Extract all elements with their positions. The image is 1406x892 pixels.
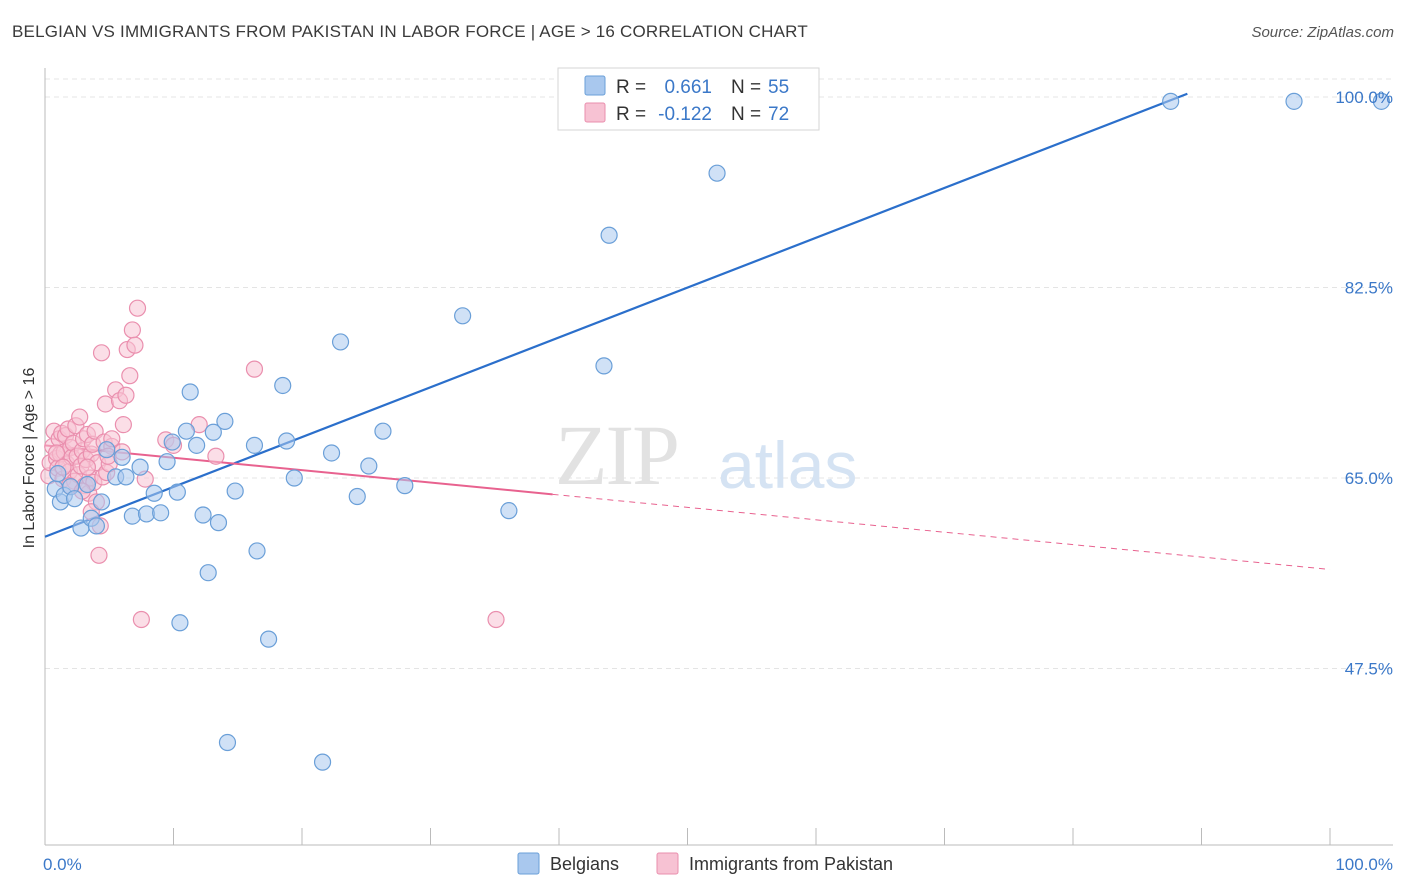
belgians-point <box>374 422 392 440</box>
pakistan-point <box>132 610 150 629</box>
pakistan-point <box>121 367 139 385</box>
belgians-point <box>117 468 135 486</box>
legend-label-pakistan: Immigrants from Pakistan <box>689 854 893 874</box>
belgians-point <box>313 753 332 771</box>
belgians-point <box>181 383 199 401</box>
belgians-point <box>595 357 613 375</box>
pakistan-point <box>90 546 108 564</box>
belgians-point <box>168 483 186 501</box>
belgians-point <box>204 423 222 441</box>
pakistan-point <box>487 610 505 629</box>
belgians-point <box>285 469 303 487</box>
belgians-point <box>209 514 228 532</box>
belgians-point <box>277 432 296 450</box>
chart-source: Source: ZipAtlas.com <box>1251 24 1394 41</box>
belgians-point <box>331 333 350 351</box>
chart-title: BELGIAN VS IMMIGRANTS FROM PAKISTAN IN L… <box>12 22 808 41</box>
stats-legend-swatch-pakistan <box>584 102 606 123</box>
belgians-point <box>396 477 414 495</box>
belgians-point <box>171 614 189 632</box>
belgians-point <box>123 507 141 525</box>
belgians-point <box>177 422 195 440</box>
y-tick-label: 47.5% <box>1345 660 1393 679</box>
stats-n-label-belgians: N = <box>731 77 761 98</box>
belgians-point <box>600 226 618 244</box>
x-tick-label: 100.0% <box>1335 855 1393 874</box>
grid <box>44 78 1393 845</box>
belgians-point <box>152 504 170 522</box>
y-tick-label: 82.5% <box>1345 279 1393 298</box>
belgians-point <box>199 564 217 582</box>
pakistan-point <box>78 458 97 476</box>
pakistan-point <box>71 408 89 426</box>
stats-n-value-pakistan: 72 <box>768 104 789 125</box>
stats-n-value-belgians: 55 <box>768 77 789 98</box>
belgians-point <box>113 448 131 466</box>
belgians-point <box>92 493 111 511</box>
watermark-atlas: atlas <box>718 428 857 502</box>
belgians-point <box>65 490 84 508</box>
pakistan-point <box>207 447 225 465</box>
belgians-point <box>245 436 264 454</box>
belgians-point <box>145 484 163 502</box>
y-tick-label: 65.0% <box>1345 469 1393 488</box>
series-pakistan-points <box>40 299 505 629</box>
pakistan-point <box>96 395 114 413</box>
belgians-point <box>1372 92 1391 110</box>
watermark-zip: ZIP <box>555 407 678 503</box>
tick-labels: 47.5% 65.0% 82.5% 100.0% 0.0% 100.0% <box>43 88 1393 874</box>
pakistan-point <box>47 444 66 462</box>
belgians-point <box>259 630 278 648</box>
belgians-point <box>500 502 518 520</box>
belgians-point <box>216 412 234 430</box>
stats-r-value-pakistan: -0.122 <box>658 104 712 125</box>
belgians-point <box>98 441 116 459</box>
belgians-point <box>49 465 67 483</box>
belgians-point <box>163 433 181 451</box>
belgians-point <box>274 376 292 395</box>
pakistan-point <box>92 344 111 362</box>
belgians-point <box>248 542 266 560</box>
pakistan-point <box>128 299 147 317</box>
y-axis-title: In Labor Force | Age > 16 <box>21 368 38 549</box>
belgians-point <box>1162 92 1180 110</box>
stats-r-label-belgians: R = <box>616 77 646 98</box>
belgians-point <box>1285 92 1303 110</box>
belgians-point <box>78 475 97 494</box>
pakistan-point <box>117 386 135 404</box>
belgians-point <box>226 482 244 500</box>
belgians-point <box>131 458 149 476</box>
trend-line-dashed <box>552 493 1331 570</box>
series-belgians-points <box>46 92 1391 771</box>
legend-label-belgians: Belgians <box>550 854 619 874</box>
belgians-point <box>137 505 156 523</box>
belgians-point <box>194 506 212 524</box>
belgians-point <box>188 436 206 454</box>
watermark: ZIP atlas <box>555 407 857 503</box>
belgians-point <box>218 733 237 752</box>
belgians-point <box>360 457 378 475</box>
stats-legend: R = 0.661 N = 55 R = -0.122 N = 72 <box>557 67 820 131</box>
pakistan-point <box>245 360 264 378</box>
belgians-point <box>708 164 726 182</box>
bottom-legend: Belgians Immigrants from Pakistan <box>517 852 893 875</box>
pakistan-point <box>123 321 141 339</box>
pakistan-point <box>114 416 132 434</box>
belgians-point <box>348 487 366 506</box>
stats-r-label-pakistan: R = <box>616 104 646 125</box>
y-tick-label: 100.0% <box>1335 88 1393 107</box>
belgians-point <box>454 307 472 325</box>
stats-legend-swatch-belgians <box>584 75 606 96</box>
belgians-point <box>87 517 106 535</box>
legend-swatch-belgians <box>517 852 540 875</box>
belgians-point <box>322 444 341 462</box>
legend-swatch-pakistan <box>656 852 679 875</box>
pakistan-point <box>126 336 144 354</box>
x-tick-label: 0.0% <box>43 855 82 874</box>
belgians-point <box>158 453 176 471</box>
stats-r-value-belgians: 0.661 <box>664 77 712 98</box>
stats-n-label-pakistan: N = <box>731 104 761 125</box>
